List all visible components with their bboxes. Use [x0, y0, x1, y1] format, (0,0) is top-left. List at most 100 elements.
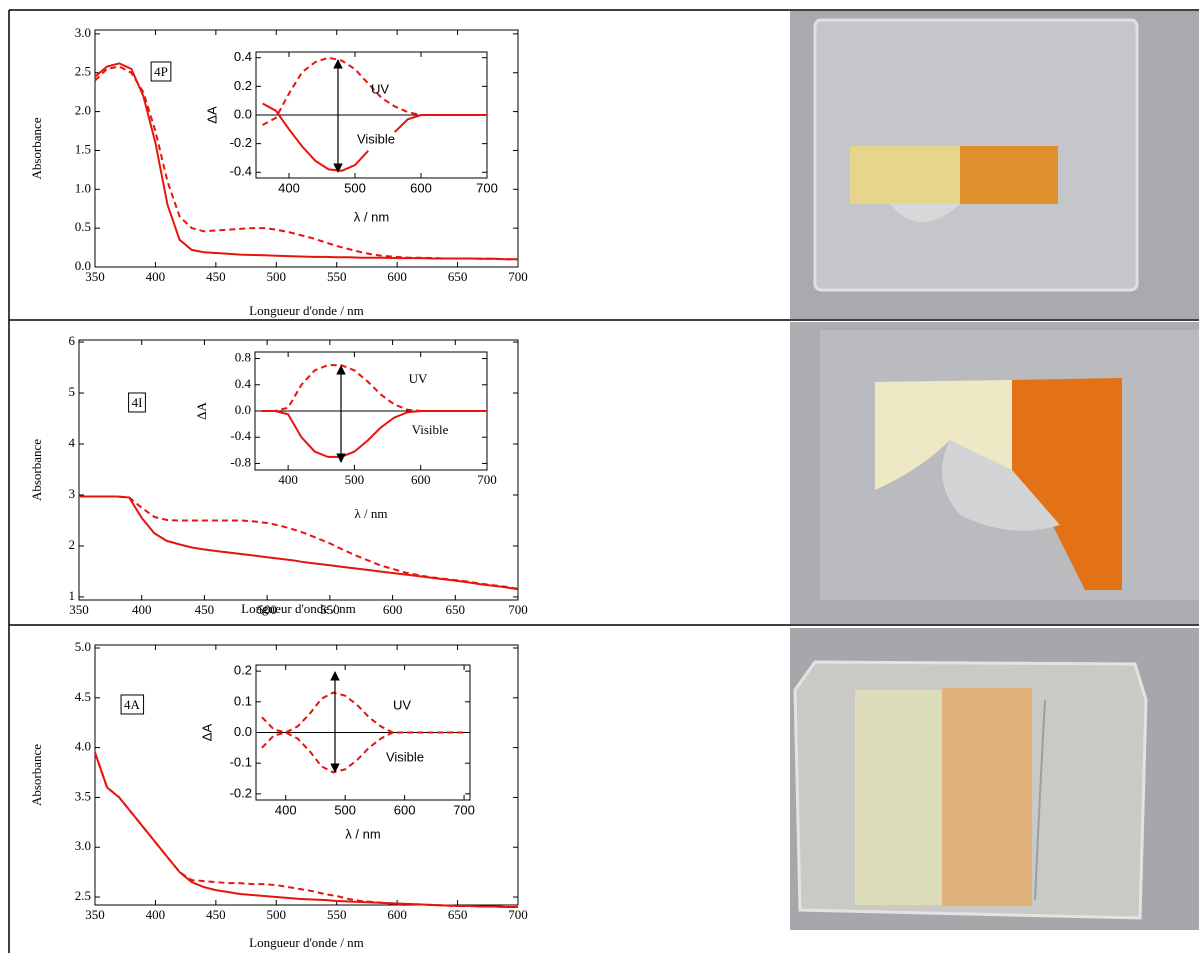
x-tick-label: 500: [334, 802, 356, 817]
annotation-box: [120, 694, 145, 715]
y-tick-label: 1: [69, 588, 76, 603]
y-tick-label: 0.4: [235, 376, 252, 391]
data-line: [79, 495, 519, 590]
chart: 400 500 600 700 -0.4 -0.2 0.0 0.2 0.4 ΔA λ / nm UV V…: [204, 49, 497, 224]
x-tick-label: 600: [387, 269, 407, 284]
y-tick-label: 0.8: [235, 350, 251, 365]
table-frame: [8, 9, 1199, 953]
x-tick-label: 450: [206, 269, 226, 284]
x-tick-label: 700: [508, 602, 528, 617]
x-tick-label: 600: [394, 802, 416, 817]
y-tick-label: 0.5: [75, 219, 91, 234]
chart: 400 500 600 700 -0.8 -0.4 0.0 0.4 0.8 ΔA λ / nm UV V…: [194, 350, 497, 521]
x-tick-label: 700: [477, 472, 497, 487]
y-tick-label: 2.5: [75, 64, 91, 79]
x-tick-label: 500: [257, 602, 277, 617]
x-axis-label: Longueur d'onde / nm: [249, 935, 364, 950]
y-tick-label: -0.2: [230, 135, 252, 150]
x-tick-label: 550: [327, 907, 347, 922]
x-axis-label: Longueur d'onde / nm: [241, 601, 356, 616]
y-tick-label: 6: [69, 333, 76, 348]
annotation: UV: [409, 371, 428, 386]
data-line: [261, 364, 487, 412]
x-tick-label: 600: [383, 602, 403, 617]
y-tick-label: -0.1: [230, 755, 252, 770]
y-tick-label: 1.5: [75, 141, 91, 156]
annotation: UV: [393, 697, 411, 712]
x-tick-label: 400: [275, 802, 297, 817]
chart: 350 400 450 500 550 600 650 700 0.0 0.5 1.0 1.5 2.0 2…: [29, 25, 528, 318]
x-tick-label: 700: [508, 269, 528, 284]
chart: 400 500 600 700 -0.2 -0.1 0.0 0.1 0.2 ΔA λ / nm UV V…: [199, 663, 474, 842]
y-tick-label: 0.0: [234, 106, 252, 121]
x-tick-label: 550: [320, 602, 340, 617]
x-tick-label: 700: [453, 802, 475, 817]
data-line: [262, 56, 487, 126]
y-tick-label: 3.5: [75, 788, 91, 803]
photo: [790, 628, 1199, 930]
y-tick-label: 0.1: [234, 693, 252, 708]
photo: [790, 11, 1199, 319]
annotation-box: [128, 392, 146, 413]
x-tick-label: 350: [69, 602, 89, 617]
annotation: Visible: [357, 131, 395, 146]
y-tick-label: 0.0: [234, 724, 252, 739]
x-axis-label: λ / nm: [354, 506, 387, 521]
annotation: Visible: [412, 422, 449, 437]
x-tick-label: 650: [448, 269, 468, 284]
x-tick-label: 350: [85, 269, 105, 284]
data-line: [94, 752, 518, 908]
x-axis-label: λ / nm: [354, 209, 389, 224]
y-axis-label: Absorbance: [29, 117, 44, 179]
annotation: UV: [371, 81, 389, 96]
y-tick-label: 0.2: [234, 663, 252, 678]
x-tick-label: 600: [387, 907, 407, 922]
x-tick-label: 550: [327, 269, 347, 284]
y-tick-label: 0.2: [234, 78, 252, 93]
x-tick-label: 400: [146, 907, 166, 922]
x-axis-label: Longueur d'onde / nm: [249, 303, 364, 318]
x-tick-label: 500: [345, 472, 365, 487]
chart: 350 400 450 500 550 600 650 700 1 2 3 4 5 6 Absorbance…: [29, 333, 528, 617]
y-tick-label: 3: [69, 486, 76, 501]
y-tick-label: -0.8: [230, 454, 251, 469]
y-tick-label: -0.4: [230, 164, 252, 179]
annotation: 4I: [132, 395, 143, 410]
x-tick-label: 350: [85, 907, 105, 922]
y-tick-label: 0.0: [75, 258, 91, 273]
y-tick-label: 1.0: [75, 180, 91, 195]
y-tick-label: 4.5: [75, 689, 91, 704]
x-tick-label: 400: [146, 269, 166, 284]
y-axis-label: Absorbance: [29, 439, 44, 501]
plot-frame: [94, 644, 519, 906]
plot-frame: [94, 29, 519, 268]
x-tick-label: 400: [278, 180, 300, 195]
y-tick-label: 2.5: [75, 888, 91, 903]
x-tick-label: 400: [278, 472, 298, 487]
y-tick-label: 4: [69, 435, 76, 450]
x-axis-label: λ / nm: [345, 826, 380, 841]
x-tick-label: 600: [410, 180, 432, 195]
y-tick-label: 0.0: [235, 402, 251, 417]
y-tick-label: -0.4: [230, 428, 251, 443]
chart: 350 400 450 500 550 600 650 700 2.5 3.0 3.5 4.0 4.5 5…: [29, 639, 528, 950]
annotation: 4P: [154, 64, 168, 79]
x-tick-label: 500: [267, 269, 287, 284]
x-tick-label: 700: [508, 907, 528, 922]
data-line: [94, 65, 518, 261]
x-tick-label: 650: [446, 602, 466, 617]
annotation: Visible: [386, 749, 424, 764]
data-line: [261, 731, 465, 774]
x-tick-label: 450: [206, 907, 226, 922]
y-axis-label: ΔA: [204, 106, 219, 124]
annotation-box: [150, 61, 172, 82]
plot-frame: [78, 339, 519, 601]
x-tick-label: 500: [344, 180, 366, 195]
x-tick-label: 600: [411, 472, 431, 487]
x-tick-label: 650: [448, 907, 468, 922]
data-line: [94, 752, 518, 908]
y-tick-label: -0.2: [230, 785, 252, 800]
y-axis-label: ΔA: [194, 402, 209, 420]
x-tick-label: 450: [195, 602, 215, 617]
